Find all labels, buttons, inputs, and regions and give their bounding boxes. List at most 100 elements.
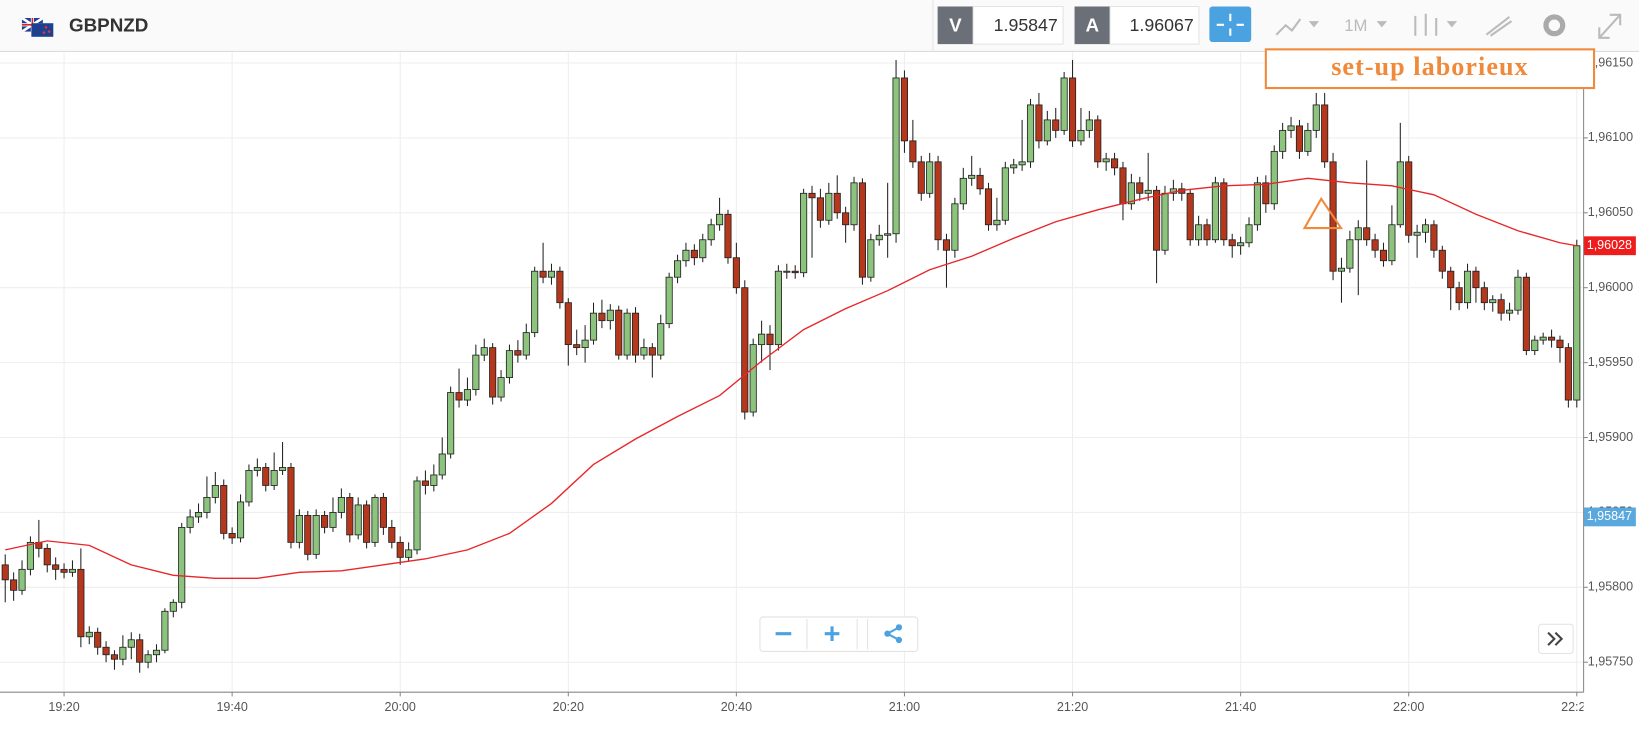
candle-body	[1195, 224, 1203, 241]
candle-body	[26, 541, 34, 570]
candle-body	[556, 270, 564, 304]
candle-body	[1111, 158, 1119, 169]
candle-body	[690, 249, 698, 259]
candle-body	[262, 467, 270, 486]
candle-body	[413, 480, 421, 551]
candle-body	[598, 312, 606, 322]
candle-body	[363, 504, 371, 543]
x-tick-label: 20:40	[721, 700, 752, 714]
candle-body	[169, 601, 177, 612]
candle-body	[1043, 119, 1051, 142]
candle-body	[984, 188, 993, 226]
candle-body	[337, 497, 345, 513]
candle-body	[716, 213, 724, 226]
candle-body	[1052, 119, 1060, 131]
candle-body	[102, 646, 110, 656]
candle-body	[1035, 104, 1043, 142]
candle-body	[1136, 182, 1144, 194]
candle-body	[825, 192, 833, 221]
candle-body	[329, 511, 337, 528]
candle-body	[94, 631, 102, 648]
candle-body	[648, 347, 656, 356]
candle-body	[480, 347, 488, 356]
x-tick-label: 22:20	[1561, 700, 1592, 714]
candle-body	[346, 497, 354, 536]
candle-body	[388, 526, 396, 543]
candle-body	[682, 249, 690, 262]
candle-body	[1379, 249, 1388, 262]
candle-body	[1497, 299, 1505, 314]
candle-body	[791, 270, 799, 274]
price-marker	[1583, 236, 1636, 256]
candle-body	[1153, 189, 1161, 251]
candle-body	[371, 497, 379, 543]
candle-body	[1531, 339, 1539, 352]
candle-body	[741, 287, 749, 413]
flag	[21, 16, 54, 37]
candle-body	[951, 203, 959, 251]
x-tick-label: 19:20	[48, 700, 79, 714]
candle-body	[1405, 161, 1413, 236]
candle-body	[1094, 119, 1102, 163]
candle-body	[1287, 125, 1295, 131]
candle-body	[405, 549, 413, 558]
header	[0, 0, 1639, 52]
candle-body	[547, 270, 556, 278]
timeframe[interactable]: 1M	[1344, 16, 1367, 35]
bid-label: V	[949, 14, 962, 35]
candle-body	[514, 350, 522, 356]
candle-body	[1564, 347, 1572, 401]
candle-body	[430, 474, 438, 486]
candle-body	[640, 347, 648, 356]
y-tick-label: 1,96150	[1588, 55, 1633, 69]
candle-body	[1337, 267, 1346, 272]
x-tick-label: 22:00	[1393, 700, 1424, 714]
candle-body	[1539, 336, 1547, 341]
candle-body	[1186, 192, 1194, 241]
candle-body	[808, 192, 816, 199]
candle-body	[194, 511, 203, 518]
candle-body	[1354, 227, 1362, 241]
toolbar-icons[interactable]	[1275, 13, 1622, 39]
candle-body	[842, 212, 850, 226]
candle-body	[606, 309, 614, 322]
candle-body	[833, 192, 841, 214]
candle-body	[110, 654, 119, 660]
y-tick-label: 1,95900	[1588, 430, 1633, 444]
candle-body	[1253, 182, 1261, 226]
candle-body	[724, 213, 732, 259]
candle-body	[1447, 270, 1455, 289]
candle-body	[1472, 270, 1480, 289]
candle-body	[993, 219, 1001, 226]
candle-body	[1321, 104, 1329, 163]
candle-body	[1279, 129, 1287, 152]
candle-body	[589, 312, 598, 341]
candle-body	[10, 579, 18, 591]
ask-button[interactable]	[1074, 6, 1111, 45]
bid-button[interactable]	[937, 6, 974, 45]
candle-body	[749, 344, 757, 413]
y-tick-label: 1,96100	[1588, 130, 1633, 144]
y-tick-label: 1,96050	[1588, 205, 1633, 219]
candle-body	[665, 276, 673, 325]
candle-body	[119, 646, 127, 660]
price-marker-label: 1,96028	[1587, 238, 1632, 252]
candle-body	[1463, 270, 1472, 304]
candle-body	[1304, 129, 1312, 152]
candle-body	[52, 564, 60, 570]
candle-body	[1262, 182, 1270, 205]
candle-body	[152, 649, 161, 656]
zoom-controls[interactable]	[759, 616, 919, 652]
scroll-right[interactable]	[1538, 623, 1574, 655]
x-tick-label: 20:00	[385, 700, 416, 714]
candle-body	[1010, 164, 1018, 169]
candle-body	[144, 654, 152, 663]
candle-body	[1421, 224, 1430, 233]
candle-body	[926, 161, 934, 194]
x-tick-label: 19:40	[216, 700, 247, 714]
crosshair-button[interactable]	[1209, 6, 1252, 43]
candle-body	[875, 234, 883, 241]
candle-body	[1438, 249, 1446, 272]
candle-body	[816, 197, 824, 221]
candle-body	[287, 467, 295, 543]
